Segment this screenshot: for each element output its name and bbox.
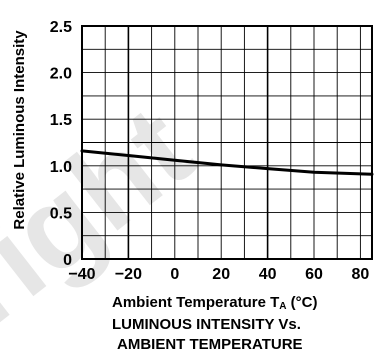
y-tick-labels: 0 0.5 1.0 1.5 2.0 2.5	[50, 19, 72, 269]
series-group	[80, 149, 374, 176]
chart-title: LUMINOUS INTENSITY Vs.	[112, 316, 301, 333]
y-axis-label: Relative Luminous Intensity	[11, 30, 28, 230]
plot-frame	[81, 25, 373, 260]
x-tick-label: 40	[259, 266, 277, 283]
x-axis-label-subscript: A	[279, 301, 286, 312]
x-tick-label: 60	[305, 266, 323, 283]
y-tick-label: 2.5	[50, 19, 72, 36]
x-axis-label-unit: (°C)	[286, 294, 317, 311]
grid	[82, 26, 372, 259]
x-tick-label: −20	[115, 266, 142, 283]
x-tick-labels: −40 −20 0 20 40 60 80	[68, 266, 369, 283]
y-tick-label: 0	[63, 252, 72, 269]
chart-subtitle: AMBIENT TEMPERATURE	[117, 336, 303, 353]
x-tick-label: 80	[352, 266, 370, 283]
x-tick-label: 0	[170, 266, 179, 283]
x-tick-label: 20	[212, 266, 230, 283]
y-tick-label: 2.0	[50, 66, 72, 83]
x-axis-label-main: Ambient Temperature T	[112, 294, 279, 311]
series-line	[80, 149, 374, 176]
y-tick-label: 1.5	[50, 112, 72, 129]
x-axis-label: Ambient Temperature TA (°C)	[112, 294, 317, 312]
x-tick-label: −40	[68, 266, 95, 283]
y-tick-label: 1.0	[50, 159, 72, 176]
y-tick-label: 0.5	[50, 205, 72, 222]
